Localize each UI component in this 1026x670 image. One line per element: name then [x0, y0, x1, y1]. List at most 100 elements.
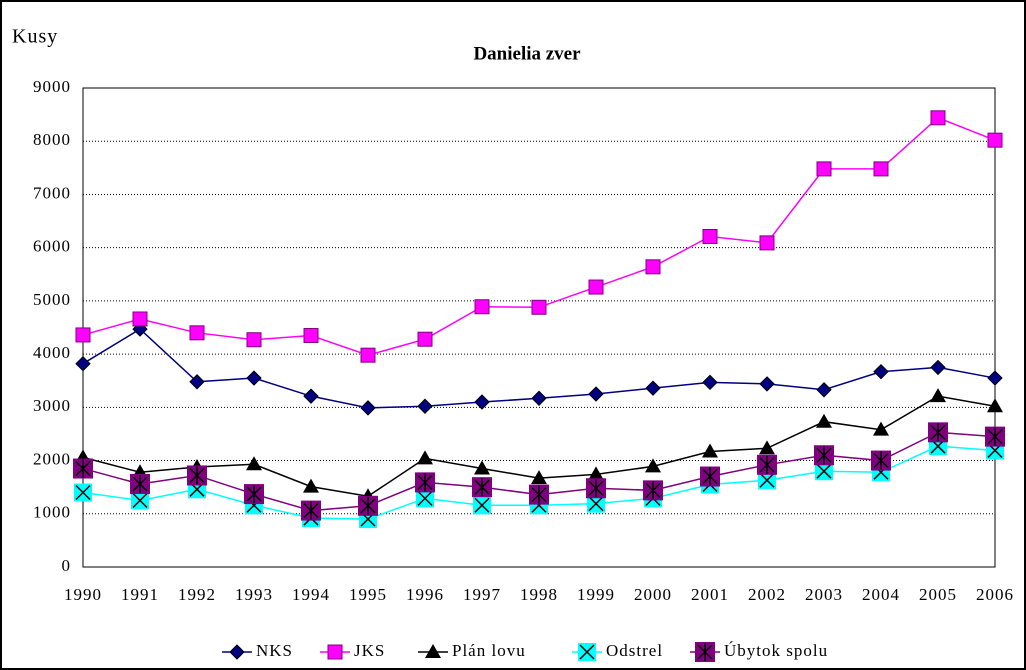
data-point — [587, 494, 605, 513]
y-tick-label: 0 — [62, 556, 72, 575]
data-point — [816, 161, 832, 177]
data-point — [531, 299, 547, 315]
x-tick-label: 1990 — [64, 585, 102, 604]
marker-shape — [327, 644, 343, 660]
marker-shape — [189, 466, 205, 485]
data-point — [360, 400, 376, 416]
legend-marker — [327, 644, 343, 660]
x-tick-label: 1998 — [520, 585, 558, 604]
marker-shape — [132, 492, 148, 509]
x-tick-label: 2005 — [919, 585, 957, 604]
data-point — [73, 458, 93, 479]
marker-shape — [246, 456, 262, 471]
legend-label: Úbytok spolu — [724, 641, 828, 660]
data-point — [416, 489, 434, 508]
data-point — [645, 259, 661, 275]
y-tick-label: 8000 — [33, 130, 71, 149]
data-point — [472, 477, 492, 498]
marker-shape — [816, 463, 832, 479]
data-point — [816, 382, 832, 398]
data-point — [531, 470, 547, 485]
data-point — [246, 332, 262, 348]
legend-label: Odstrel — [606, 641, 663, 660]
marker-shape — [360, 496, 376, 515]
data-point — [759, 235, 775, 251]
marker-shape — [930, 359, 946, 376]
marker-shape — [75, 484, 91, 501]
marker-shape — [579, 644, 595, 660]
marker-shape — [588, 279, 604, 295]
marker-shape — [702, 228, 718, 244]
marker-shape — [759, 455, 775, 474]
data-point — [987, 132, 1003, 148]
data-point — [700, 466, 720, 487]
data-point — [303, 327, 319, 343]
data-point — [759, 440, 775, 455]
marker-shape — [303, 501, 319, 520]
x-tick-label: 2006 — [976, 585, 1014, 604]
data-point — [873, 363, 889, 380]
data-point — [985, 426, 1005, 447]
x-tick-label: 1993 — [235, 585, 273, 604]
marker-shape — [360, 400, 376, 416]
marker-shape — [474, 299, 490, 315]
marker-shape — [759, 376, 775, 392]
marker-shape — [229, 644, 245, 660]
y-tick-label: 4000 — [33, 343, 71, 362]
data-point — [75, 355, 91, 372]
data-point — [132, 311, 148, 327]
marker-shape — [645, 380, 661, 396]
x-tick-label: 2001 — [691, 585, 729, 604]
marker-shape — [474, 394, 490, 410]
x-tick-label: 2002 — [748, 585, 786, 604]
data-point — [531, 390, 547, 406]
legend-marker — [695, 642, 715, 662]
marker-shape — [474, 497, 490, 513]
data-point — [930, 359, 946, 376]
x-tick-label: 1995 — [349, 585, 387, 604]
marker-shape — [759, 472, 775, 488]
data-point — [303, 478, 319, 493]
marker-shape — [987, 427, 1003, 446]
marker-shape — [417, 473, 433, 492]
y-tick-label: 2000 — [33, 449, 71, 468]
data-point — [588, 279, 604, 295]
marker-shape — [816, 446, 832, 465]
marker-shape — [816, 382, 832, 398]
data-point — [187, 465, 207, 486]
marker-shape — [702, 374, 718, 391]
legend-label: NKS — [256, 641, 293, 660]
data-point — [360, 347, 376, 363]
data-point — [244, 484, 264, 505]
data-point — [358, 495, 378, 516]
data-point — [586, 478, 606, 499]
y-tick-label: 3000 — [33, 396, 71, 415]
marker-shape — [132, 474, 148, 493]
data-point — [645, 458, 661, 473]
marker-shape — [531, 470, 547, 485]
marker-shape — [873, 161, 889, 177]
data-point — [189, 374, 205, 390]
data-point — [702, 443, 718, 458]
data-point — [246, 370, 262, 386]
data-point — [702, 374, 718, 391]
marker-shape — [417, 450, 433, 465]
data-point — [814, 445, 834, 466]
marker-shape — [474, 478, 490, 497]
marker-shape — [873, 451, 889, 470]
x-tick-label: 1997 — [463, 585, 501, 604]
marker-shape — [987, 398, 1003, 413]
data-point — [417, 331, 433, 347]
marker-shape — [531, 299, 547, 315]
marker-shape — [702, 467, 718, 486]
chart-title: Danielia zver — [473, 43, 581, 64]
marker-shape — [246, 370, 262, 386]
data-point — [815, 462, 833, 481]
y-axis-label: Kusy — [12, 26, 58, 48]
data-point — [131, 491, 149, 510]
marker-shape — [303, 388, 319, 404]
data-point — [702, 228, 718, 244]
data-point — [873, 421, 889, 436]
marker-shape — [132, 311, 148, 327]
